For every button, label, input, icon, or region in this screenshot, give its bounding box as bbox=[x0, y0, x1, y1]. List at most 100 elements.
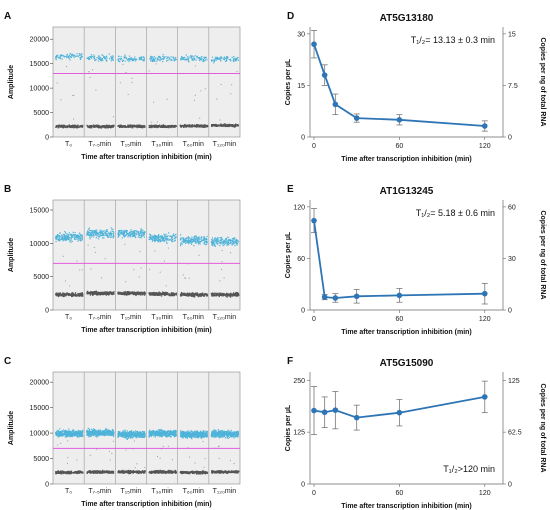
negative-droplet bbox=[111, 292, 114, 294]
stray-droplet bbox=[216, 98, 218, 100]
positive-droplet bbox=[233, 238, 235, 240]
positive-droplet bbox=[87, 431, 89, 433]
negative-droplet bbox=[76, 472, 78, 474]
negative-droplets bbox=[55, 470, 84, 475]
negative-droplet bbox=[235, 292, 238, 295]
positive-droplet bbox=[91, 234, 93, 236]
negative-droplet bbox=[175, 125, 177, 127]
positive-droplet bbox=[206, 238, 208, 241]
positive-droplet bbox=[61, 54, 63, 56]
positive-droplet bbox=[205, 238, 207, 241]
negative-droplet bbox=[60, 471, 62, 474]
negative-droplet bbox=[235, 295, 237, 297]
positive-droplet bbox=[149, 238, 152, 240]
negative-droplet bbox=[103, 471, 105, 474]
negative-droplet bbox=[152, 125, 155, 127]
positive-droplet bbox=[232, 242, 235, 244]
negative-droplet bbox=[59, 125, 62, 127]
positive-droplet bbox=[135, 236, 137, 239]
positive-droplet bbox=[199, 237, 201, 239]
positive-droplet bbox=[155, 57, 157, 59]
positive-droplet bbox=[70, 56, 72, 58]
positive-droplet bbox=[222, 242, 224, 244]
negative-droplet bbox=[127, 124, 129, 126]
negative-droplet bbox=[102, 471, 104, 473]
positive-droplet bbox=[105, 432, 107, 434]
negative-droplet bbox=[232, 124, 235, 127]
positive-droplet bbox=[157, 240, 159, 242]
positive-droplet bbox=[164, 234, 166, 236]
negative-droplet bbox=[70, 293, 72, 296]
negative-droplet bbox=[128, 291, 130, 293]
negative-droplet bbox=[192, 292, 194, 294]
stray-droplet bbox=[76, 260, 78, 262]
positive-droplet bbox=[76, 238, 78, 241]
positive-droplet bbox=[112, 228, 114, 230]
positive-droplet bbox=[133, 234, 136, 236]
negative-droplet bbox=[151, 294, 154, 296]
positive-droplet bbox=[229, 58, 231, 60]
negative-droplet bbox=[92, 292, 94, 295]
positive-droplet bbox=[191, 238, 193, 240]
positive-droplet bbox=[99, 231, 101, 234]
stray-droplet bbox=[67, 457, 69, 458]
positive-droplet bbox=[100, 235, 102, 237]
positive-droplet bbox=[74, 238, 76, 240]
positive-droplet bbox=[166, 238, 168, 240]
positive-droplet bbox=[64, 234, 66, 236]
positive-droplet bbox=[113, 236, 115, 238]
negative-droplet bbox=[215, 293, 217, 295]
positive-droplet bbox=[59, 428, 61, 430]
negative-droplet bbox=[170, 292, 173, 294]
stray-droplet bbox=[156, 121, 158, 123]
positive-droplet bbox=[92, 433, 94, 435]
negative-droplet bbox=[230, 293, 232, 295]
positive-droplet bbox=[98, 236, 101, 238]
positive-droplet bbox=[133, 231, 135, 233]
positive-droplet bbox=[98, 56, 100, 58]
positive-droplet bbox=[137, 232, 139, 234]
category-label: T₇.₅min bbox=[88, 314, 111, 321]
positive-droplets bbox=[148, 232, 177, 287]
panel-letter: D bbox=[287, 11, 294, 22]
positive-droplet bbox=[214, 245, 216, 247]
y-tick-label: 0 bbox=[45, 135, 49, 142]
positive-droplet bbox=[93, 54, 95, 56]
positive-droplet bbox=[74, 434, 77, 436]
positive-droplet bbox=[69, 432, 71, 434]
positive-droplet bbox=[81, 53, 83, 55]
positive-droplet bbox=[93, 235, 95, 237]
positive-droplet bbox=[187, 240, 189, 242]
negative-droplet bbox=[74, 125, 76, 127]
positive-droplet bbox=[188, 240, 190, 242]
negative-droplet bbox=[68, 293, 70, 295]
positive-droplet bbox=[65, 434, 67, 436]
positive-droplet bbox=[80, 54, 82, 56]
negative-droplet bbox=[102, 126, 104, 128]
negative-droplet bbox=[218, 295, 220, 298]
positive-droplet bbox=[88, 56, 90, 58]
negative-droplet bbox=[67, 125, 69, 128]
positive-droplet bbox=[66, 431, 68, 433]
negative-droplet bbox=[134, 471, 137, 473]
positive-droplet bbox=[99, 432, 101, 434]
negative-droplet bbox=[74, 471, 76, 473]
positive-droplet bbox=[104, 231, 106, 233]
negative-droplet bbox=[72, 292, 74, 295]
positive-droplet bbox=[213, 61, 215, 63]
negative-droplet bbox=[65, 471, 68, 473]
negative-droplet bbox=[65, 125, 67, 127]
positive-droplet bbox=[151, 237, 153, 239]
positive-droplet bbox=[112, 55, 114, 57]
positive-droplet bbox=[99, 431, 101, 433]
positive-droplet bbox=[227, 56, 229, 58]
positive-droplet bbox=[61, 433, 64, 436]
negative-droplet bbox=[186, 293, 188, 295]
negative-droplet bbox=[151, 125, 154, 127]
positive-droplet bbox=[131, 58, 133, 60]
negative-droplet bbox=[61, 294, 64, 297]
negative-droplet bbox=[123, 125, 126, 127]
positive-droplet bbox=[71, 237, 73, 239]
stray-droplet bbox=[73, 94, 75, 96]
negative-droplets bbox=[117, 291, 146, 297]
